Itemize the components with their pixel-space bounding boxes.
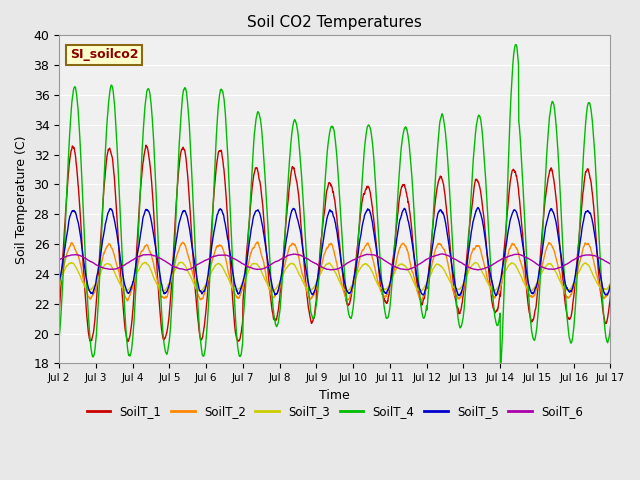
SoilT_5	[573, 258, 581, 264]
SoilT_3	[209, 266, 217, 272]
SoilT_5	[558, 261, 566, 267]
SoilT_3	[607, 280, 614, 286]
SoilT_3	[351, 276, 359, 282]
SoilT_1	[124, 338, 132, 344]
SoilT_4	[558, 230, 566, 236]
SoilT_6	[495, 258, 503, 264]
SoilT_5	[209, 236, 217, 241]
SoilT_6	[55, 257, 63, 263]
SoilT_5	[492, 293, 500, 299]
SoilT_6	[438, 251, 446, 257]
SoilT_2	[607, 285, 614, 290]
Text: SI_soilco2: SI_soilco2	[70, 48, 139, 61]
SoilT_4	[209, 208, 217, 214]
SoilT_3	[558, 283, 566, 288]
SoilT_3	[342, 288, 350, 294]
SoilT_3	[177, 259, 185, 265]
Legend: SoilT_1, SoilT_2, SoilT_3, SoilT_4, SoilT_5, SoilT_6: SoilT_1, SoilT_2, SoilT_3, SoilT_4, Soil…	[82, 401, 588, 423]
SoilT_2	[209, 255, 217, 261]
SoilT_5	[55, 280, 63, 286]
SoilT_4	[512, 42, 520, 48]
SoilT_1	[351, 265, 359, 271]
SoilT_2	[364, 240, 371, 246]
SoilT_1	[364, 183, 371, 189]
Line: SoilT_1: SoilT_1	[59, 145, 611, 341]
Title: Soil CO2 Temperatures: Soil CO2 Temperatures	[247, 15, 422, 30]
SoilT_4	[497, 372, 504, 378]
SoilT_3	[364, 262, 371, 267]
SoilT_1	[209, 199, 217, 204]
SoilT_6	[607, 261, 614, 267]
SoilT_5	[351, 272, 358, 278]
SoilT_5	[363, 208, 371, 214]
SoilT_2	[351, 278, 359, 284]
SoilT_3	[495, 282, 503, 288]
SoilT_2	[253, 239, 261, 245]
SoilT_1	[142, 142, 150, 148]
SoilT_5	[474, 204, 482, 210]
X-axis label: Time: Time	[319, 389, 350, 402]
Line: SoilT_3: SoilT_3	[59, 262, 611, 291]
SoilT_4	[351, 290, 358, 296]
SoilT_1	[558, 269, 566, 275]
SoilT_4	[573, 266, 581, 272]
SoilT_4	[607, 324, 614, 329]
SoilT_6	[363, 252, 371, 257]
SoilT_4	[363, 128, 371, 134]
SoilT_5	[607, 282, 614, 288]
SoilT_5	[495, 282, 503, 288]
Line: SoilT_2: SoilT_2	[59, 242, 611, 301]
SoilT_2	[495, 288, 503, 293]
SoilT_2	[124, 298, 131, 304]
SoilT_6	[573, 255, 581, 261]
Line: SoilT_4: SoilT_4	[59, 45, 611, 375]
SoilT_2	[573, 269, 581, 275]
SoilT_3	[573, 271, 581, 277]
SoilT_4	[55, 336, 63, 341]
SoilT_1	[607, 292, 614, 298]
SoilT_1	[495, 296, 503, 301]
Line: SoilT_6: SoilT_6	[59, 254, 611, 270]
SoilT_2	[55, 285, 63, 291]
SoilT_6	[351, 256, 358, 262]
SoilT_6	[558, 264, 566, 270]
SoilT_6	[209, 253, 217, 259]
Line: SoilT_5: SoilT_5	[59, 207, 611, 296]
SoilT_1	[573, 252, 581, 257]
SoilT_6	[182, 267, 190, 273]
SoilT_2	[558, 281, 566, 287]
Y-axis label: Soil Temperature (C): Soil Temperature (C)	[15, 135, 28, 264]
SoilT_4	[495, 319, 502, 324]
SoilT_1	[55, 309, 63, 315]
SoilT_3	[55, 280, 63, 286]
